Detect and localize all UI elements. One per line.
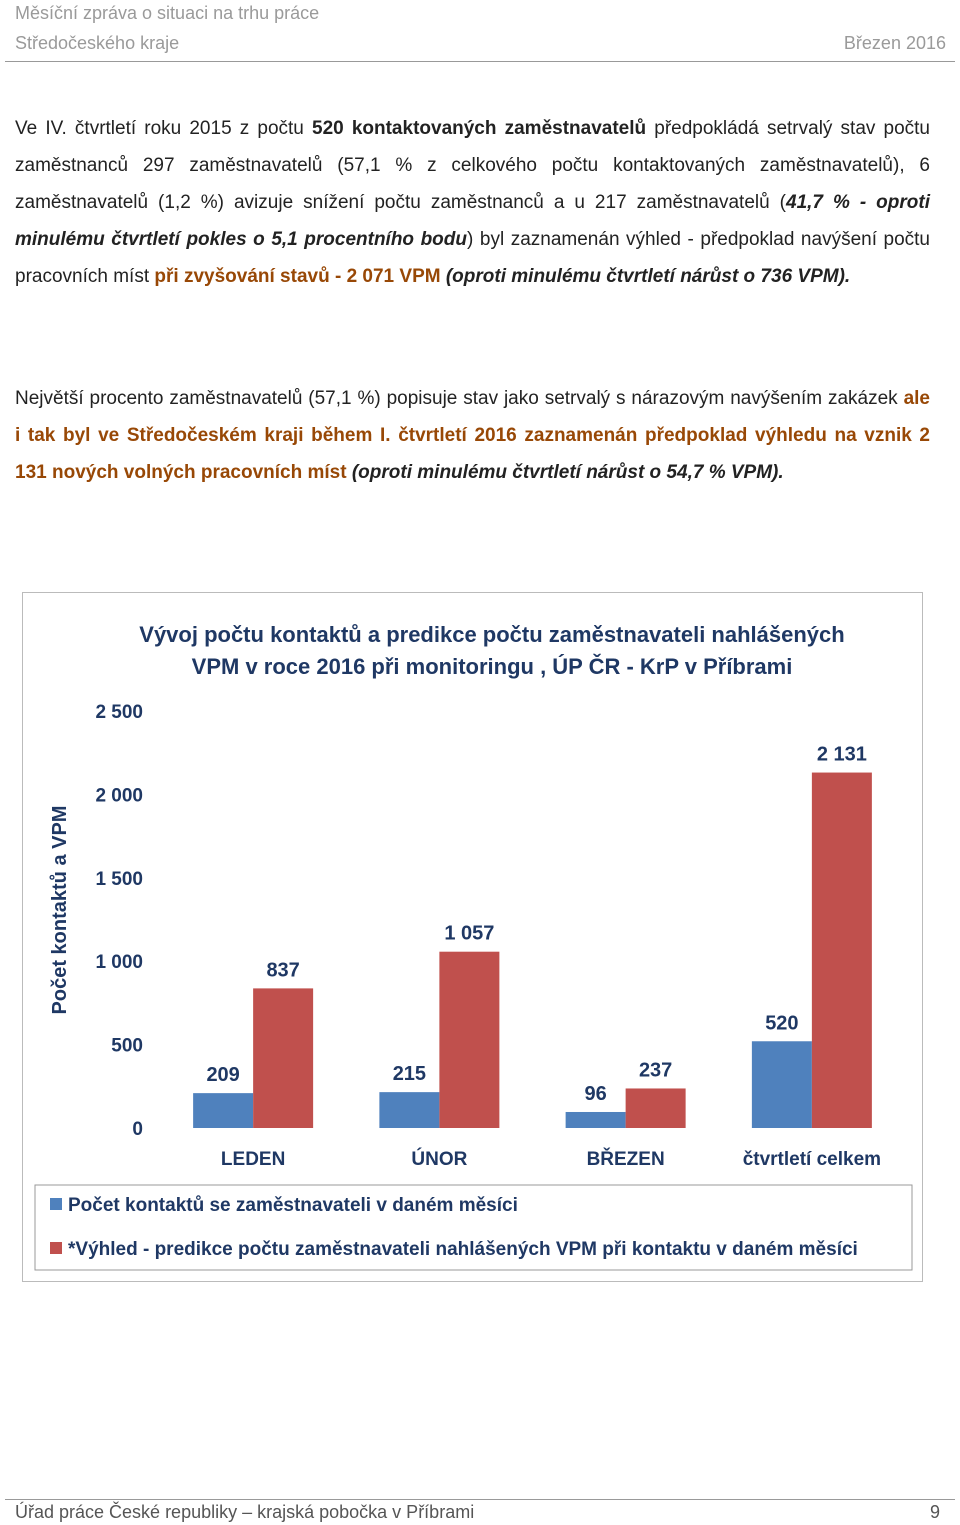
y-tick-label: 0 (132, 1119, 143, 1140)
text: 41,7 % - oproti minulému čtvrtletí pokle… (15, 192, 930, 250)
value-label: 2 131 (817, 744, 867, 766)
text: (oproti minulému čtvrtletí nárůst o 54,7… (346, 462, 784, 483)
page-number: 9 (929, 1502, 940, 1522)
bar (439, 951, 500, 1128)
value-label: 209 (206, 1064, 239, 1086)
y-tick-label: 1 500 (95, 869, 143, 890)
y-tick-label: 2 000 (95, 785, 143, 806)
chart-frame (22, 592, 923, 1282)
value-label: 237 (639, 1059, 672, 1081)
legend-label: Počet kontaktů se zaměstnavateli v daném… (68, 1195, 518, 1216)
header-subtitle: Středočeského kraje (15, 33, 180, 53)
text: ale i tak byl ve Středočeském kraji běhe… (15, 388, 930, 483)
legend-swatch (50, 1198, 62, 1210)
text: Největší procento zaměstnavatelů (57,1 %… (15, 388, 904, 409)
header-date: Březen 2016 (843, 33, 946, 53)
value-label: 215 (393, 1063, 426, 1085)
footer-text: Úřad práce České republiky – krajská pob… (15, 1502, 475, 1522)
value-label: 837 (266, 959, 299, 981)
bar (379, 1092, 440, 1128)
y-tick-label: 500 (111, 1036, 143, 1057)
x-tick-label: LEDEN (221, 1149, 285, 1170)
bar (193, 1093, 254, 1128)
bar (751, 1041, 812, 1128)
legend-label: *Výhled - predikce počtu zaměstnavateli … (68, 1239, 858, 1260)
paragraph: Ve IV. čtvrtletí roku 2015 z počtu 520 k… (15, 110, 930, 295)
y-tick-label: 1 000 (95, 952, 143, 973)
chart-title: VPM v roce 2016 při monitoringu , ÚP ČR … (192, 654, 793, 679)
footer-rule (5, 1499, 955, 1500)
header-title: Měsíční zpráva o situaci na trhu práce (15, 3, 320, 23)
text: ) byl zaznamenán výhled - předpoklad nav… (15, 229, 930, 287)
value-label: 520 (765, 1012, 798, 1034)
value-label: 96 (585, 1083, 607, 1105)
legend-swatch (50, 1242, 62, 1254)
text: (oproti minulému čtvrtletí nárůst o 736 … (440, 266, 851, 287)
x-tick-label: čtvrtletí celkem (743, 1149, 881, 1170)
value-label: 1 057 (444, 923, 494, 945)
text: 520 kontaktovaných zaměstnavatelů (312, 118, 647, 139)
y-axis-label: Počet kontaktů a VPM (49, 806, 71, 1015)
text: Ve IV. čtvrtletí roku 2015 z počtu (15, 118, 312, 139)
y-tick-label: 2 500 (95, 702, 143, 723)
paragraph: Největší procento zaměstnavatelů (57,1 %… (15, 380, 930, 491)
bar (565, 1111, 626, 1128)
text: předpokládá setrvalý stav počtu zaměstna… (15, 118, 930, 213)
bar (625, 1088, 686, 1128)
x-tick-label: BŘEZEN (587, 1148, 665, 1170)
chart-title: Vývoj počtu kontaktů a predikce počtu za… (139, 622, 844, 647)
chart: Vývoj počtu kontaktů a predikce počtu za… (22, 592, 923, 1282)
x-tick-label: ÚNOR (411, 1148, 467, 1170)
legend (34, 1184, 913, 1271)
text: při zvyšování stavů - 2 071 VPM (154, 266, 441, 287)
header-rule (5, 61, 955, 62)
bar (811, 772, 872, 1128)
bar (253, 988, 314, 1128)
